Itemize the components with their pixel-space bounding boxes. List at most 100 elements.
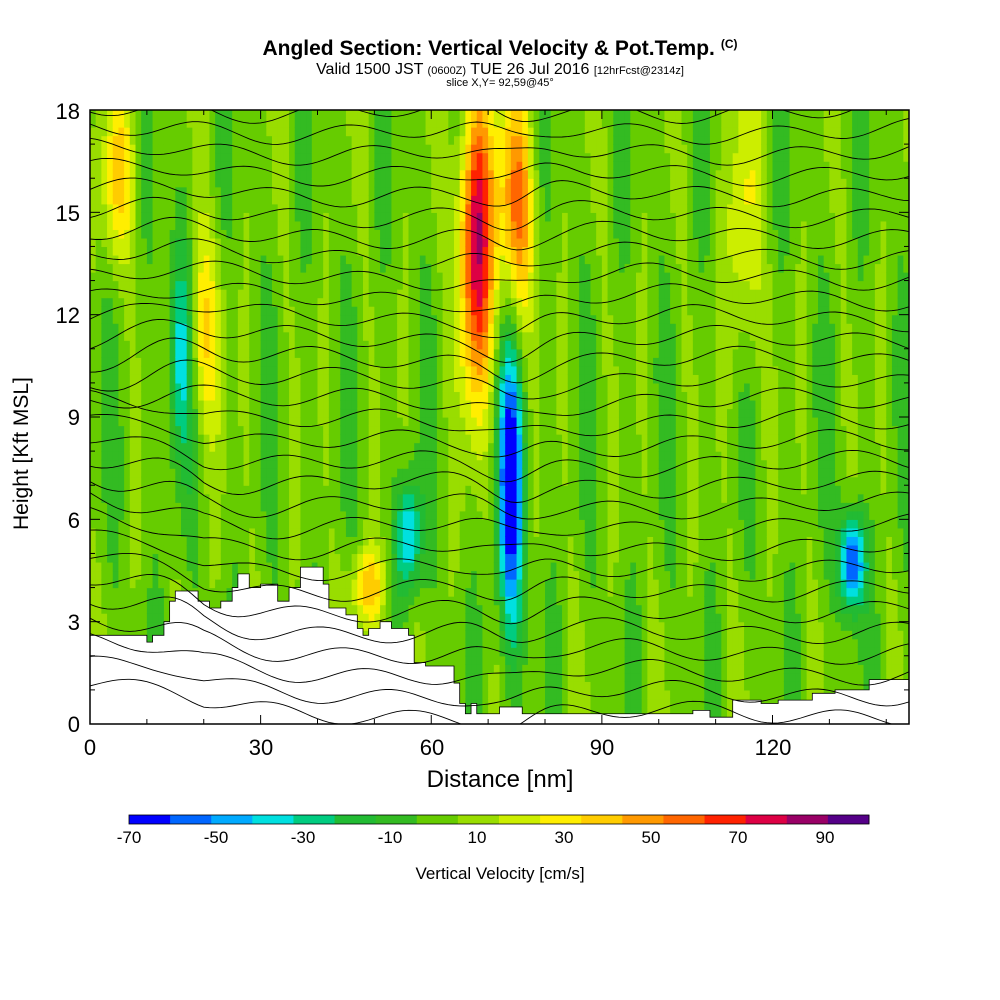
velocity-cell <box>323 306 330 316</box>
velocity-cell <box>471 553 478 563</box>
velocity-cell <box>431 365 438 375</box>
velocity-cell <box>254 451 262 461</box>
velocity-cell <box>198 570 205 580</box>
velocity-cell <box>232 178 239 188</box>
velocity-cell <box>374 220 381 230</box>
velocity-cell <box>454 544 461 555</box>
velocity-cell <box>323 144 330 154</box>
velocity-cell <box>203 527 211 537</box>
velocity-cell <box>118 314 125 324</box>
velocity-cell <box>107 212 114 222</box>
velocity-cell <box>203 476 211 486</box>
velocity-cell <box>260 417 267 427</box>
velocity-cell <box>334 340 341 350</box>
velocity-cell <box>328 536 336 546</box>
velocity-cell <box>198 544 205 555</box>
velocity-cell <box>232 186 239 196</box>
velocity-cell <box>454 289 461 299</box>
velocity-cell <box>425 314 432 324</box>
velocity-cell <box>272 493 279 503</box>
velocity-cell <box>436 587 444 597</box>
velocity-cell <box>402 510 410 520</box>
velocity-cell <box>186 459 193 469</box>
velocity-cell <box>340 340 347 350</box>
velocity-cell <box>129 399 137 410</box>
velocity-cell <box>186 417 193 427</box>
velocity-cell <box>95 382 102 393</box>
velocity-cell <box>425 212 432 222</box>
velocity-cell <box>380 570 387 580</box>
velocity-cell <box>334 178 341 188</box>
velocity-cell <box>345 425 353 435</box>
velocity-cell <box>340 144 347 154</box>
velocity-cell <box>181 127 188 137</box>
velocity-cell <box>408 510 415 520</box>
velocity-cell <box>135 348 142 358</box>
velocity-cell <box>328 314 336 324</box>
velocity-cell <box>254 510 262 520</box>
velocity-cell <box>192 212 199 222</box>
velocity-cell <box>203 587 211 597</box>
velocity-cell <box>277 135 284 145</box>
velocity-cell <box>414 178 421 188</box>
velocity-cell <box>112 357 120 367</box>
velocity-cell <box>283 289 290 299</box>
velocity-cell <box>419 485 427 495</box>
velocity-cell <box>215 229 222 239</box>
velocity-cell <box>209 399 216 410</box>
velocity-cell <box>226 570 233 580</box>
velocity-cell <box>220 527 228 537</box>
velocity-cell <box>374 263 381 273</box>
velocity-cell <box>357 314 364 324</box>
velocity-cell <box>345 229 353 239</box>
velocity-cell <box>425 127 432 137</box>
velocity-cell <box>266 263 273 273</box>
velocity-cell <box>311 544 319 555</box>
velocity-cell <box>385 254 393 265</box>
velocity-cell <box>107 519 114 529</box>
velocity-cell <box>283 527 290 537</box>
velocity-cell <box>311 365 319 375</box>
velocity-cell <box>340 331 347 341</box>
velocity-cell <box>118 382 125 393</box>
velocity-cell <box>249 246 256 256</box>
velocity-cell <box>209 220 216 230</box>
velocity-cell <box>101 451 108 461</box>
velocity-cell <box>397 468 404 478</box>
velocity-cell <box>311 237 319 248</box>
velocity-cell <box>95 442 102 452</box>
velocity-cell <box>260 391 267 401</box>
velocity-cell <box>266 331 273 341</box>
velocity-cell <box>175 169 182 179</box>
velocity-cell <box>425 485 432 495</box>
velocity-cell <box>283 127 290 137</box>
velocity-cell <box>402 621 410 631</box>
velocity-cell <box>146 519 154 529</box>
velocity-cell <box>272 553 279 563</box>
velocity-cell <box>254 152 262 162</box>
velocity-cell <box>300 425 307 435</box>
velocity-cell <box>436 340 444 350</box>
velocity-cell <box>163 579 171 589</box>
velocity-cell <box>118 178 125 188</box>
velocity-cell <box>419 382 427 393</box>
velocity-cell <box>112 297 120 307</box>
velocity-cell <box>471 220 478 230</box>
velocity-cell <box>129 348 137 358</box>
velocity-cell <box>471 254 478 265</box>
velocity-cell <box>442 510 449 520</box>
velocity-cell <box>186 485 193 495</box>
velocity-cell <box>459 144 466 154</box>
velocity-cell <box>163 365 171 375</box>
velocity-cell <box>294 118 302 128</box>
velocity-cell <box>436 289 444 299</box>
velocity-cell <box>277 348 284 358</box>
velocity-cell <box>152 476 159 486</box>
velocity-cell <box>237 502 245 512</box>
velocity-cell <box>226 161 233 171</box>
velocity-cell <box>141 161 148 171</box>
velocity-cell <box>340 451 347 461</box>
velocity-cell <box>232 272 239 282</box>
velocity-cell <box>391 340 398 350</box>
velocity-cell <box>419 493 427 503</box>
